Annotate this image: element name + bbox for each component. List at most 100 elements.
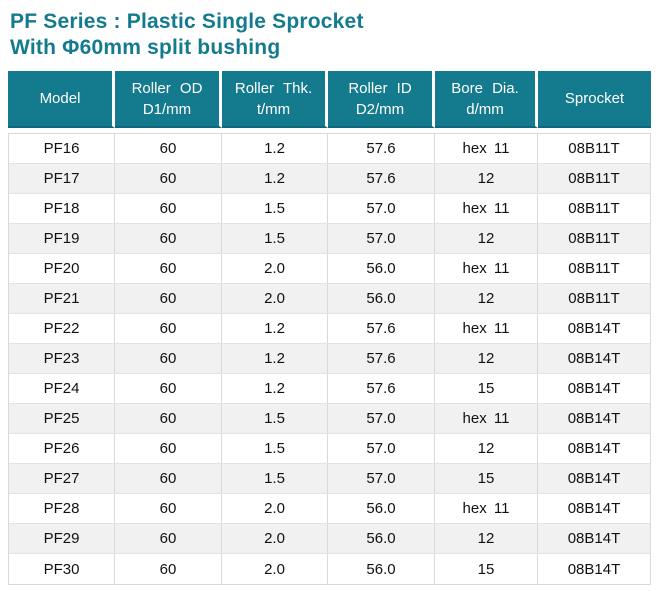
cell-bore-dia: hex 11 — [435, 134, 538, 163]
cell-roller-od: 60 — [115, 194, 222, 223]
cell-model: PF20 — [9, 254, 115, 283]
column-header-sublabel: t/mm — [256, 100, 291, 118]
column-header-label: Roller OD — [131, 79, 203, 97]
table-row: PF29 60 2.0 56.0 12 08B14T — [9, 524, 650, 554]
cell-model: PF16 — [9, 134, 115, 163]
table-row: PF28 60 2.0 56.0 hex 11 08B14T — [9, 494, 650, 524]
cell-roller-thk: 1.2 — [222, 164, 328, 193]
cell-sprocket: 08B14T — [567, 530, 621, 547]
cell-roller-od: 60 — [115, 284, 222, 313]
cell-roller-id: 57.6 — [328, 344, 435, 373]
cell-model: PF21 — [9, 284, 115, 313]
table-row: PF23 60 1.2 57.6 12 08B14T — [9, 344, 650, 374]
column-header-label: Roller ID — [348, 79, 412, 97]
cell-sprocket: 08B14T — [567, 320, 621, 337]
cell-sprocket: 08B14T — [567, 560, 621, 578]
cell-roller-id: 56.0 — [328, 524, 435, 553]
cell-roller-thk: 1.2 — [222, 344, 328, 373]
cell-model: PF22 — [9, 314, 115, 343]
cell-roller-thk: 1.2 — [222, 314, 328, 343]
cell-roller-thk: 2.0 — [222, 524, 328, 553]
cell-model: PF24 — [9, 374, 115, 403]
cell-model: PF28 — [9, 494, 115, 523]
cell-sprocket: 08B14T — [567, 470, 621, 487]
cell-roller-od: 60 — [115, 314, 222, 343]
cell-model: PF23 — [9, 344, 115, 373]
cell-sprocket: 08B11T — [568, 290, 620, 307]
cell-roller-thk: 2.0 — [222, 284, 328, 313]
cell-roller-id: 57.0 — [328, 464, 435, 493]
table-row: PF26 60 1.5 57.0 12 08B14T — [9, 434, 650, 464]
cell-roller-od: 60 — [115, 494, 222, 523]
table-row: PF24 60 1.2 57.6 15 08B14T — [9, 374, 650, 404]
table-row: PF16 60 1.2 57.6 hex 11 08B11T — [9, 134, 650, 164]
table-row: PF22 60 1.2 57.6 hex 11 08B14T — [9, 314, 650, 344]
cell-roller-od: 60 — [115, 464, 222, 493]
table-body: PF16 60 1.2 57.6 hex 11 08B11T PF17 60 1… — [8, 133, 651, 585]
table-row: PF19 60 1.5 57.0 12 08B11T — [9, 224, 650, 254]
table-row: PF30 60 2.0 56.0 15 08B14T — [9, 554, 650, 584]
cell-roller-id: 57.0 — [328, 224, 435, 253]
cell-roller-id: 56.0 — [328, 254, 435, 283]
cell-roller-od: 60 — [115, 224, 222, 253]
cell-sprocket: 08B11T — [568, 170, 620, 187]
cell-roller-id: 56.0 — [328, 494, 435, 523]
cell-bore-dia: hex 11 — [435, 254, 538, 283]
cell-bore-dia: 12 — [435, 284, 538, 313]
cell-sprocket: 08B14T — [567, 380, 621, 397]
column-header-sublabel: D1/mm — [142, 100, 192, 118]
cell-bore-dia: 12 — [435, 524, 538, 553]
cell-roller-thk: 2.0 — [222, 554, 328, 584]
cell-bore-dia: hex 11 — [435, 404, 538, 433]
cell-sprocket: 08B14T — [567, 440, 621, 457]
table-header-row: Model Roller OD D1/mm Roller Thk. t/mm R… — [8, 71, 651, 128]
cell-bore-dia: 15 — [435, 464, 538, 493]
table-row: PF27 60 1.5 57.0 15 08B14T — [9, 464, 650, 494]
cell-sprocket: 08B11T — [568, 140, 620, 157]
cell-roller-od: 60 — [115, 434, 222, 463]
cell-bore-dia: 12 — [435, 434, 538, 463]
cell-roller-id: 56.0 — [328, 554, 435, 584]
cell-roller-thk: 1.5 — [222, 464, 328, 493]
cell-roller-thk: 1.5 — [222, 194, 328, 223]
cell-sprocket: 08B14T — [567, 500, 621, 517]
cell-sprocket: 08B11T — [568, 230, 620, 247]
cell-roller-id: 57.6 — [328, 134, 435, 163]
cell-roller-thk: 1.5 — [222, 434, 328, 463]
cell-bore-dia: hex 11 — [435, 314, 538, 343]
cell-bore-dia: hex 11 — [435, 494, 538, 523]
column-header-bore-dia: Bore Dia. d/mm — [435, 71, 538, 128]
cell-roller-od: 60 — [115, 164, 222, 193]
cell-bore-dia: 12 — [435, 164, 538, 193]
cell-bore-dia: 15 — [435, 374, 538, 403]
table-row: PF21 60 2.0 56.0 12 08B11T — [9, 284, 650, 314]
cell-model: PF18 — [9, 194, 115, 223]
cell-roller-thk: 2.0 — [222, 254, 328, 283]
column-header-label: Sprocket — [564, 90, 625, 107]
cell-model: PF27 — [9, 464, 115, 493]
column-header-sublabel: d/mm — [466, 100, 504, 118]
cell-model: PF19 — [9, 224, 115, 253]
cell-sprocket: 08B14T — [567, 410, 621, 427]
cell-model: PF29 — [9, 524, 115, 553]
cell-roller-id: 57.6 — [328, 374, 435, 403]
cell-roller-od: 60 — [115, 554, 222, 584]
cell-roller-od: 60 — [115, 134, 222, 163]
cell-roller-id: 57.6 — [328, 314, 435, 343]
cell-roller-id: 56.0 — [328, 284, 435, 313]
cell-roller-od: 60 — [115, 404, 222, 433]
spec-table: Model Roller OD D1/mm Roller Thk. t/mm R… — [8, 71, 651, 585]
page-title: PF Series : Plastic Single Sprocket With … — [0, 0, 664, 61]
cell-roller-od: 60 — [115, 374, 222, 403]
cell-roller-thk: 1.2 — [222, 134, 328, 163]
cell-model: PF26 — [9, 434, 115, 463]
table-row: PF18 60 1.5 57.0 hex 11 08B11T — [9, 194, 650, 224]
page-title-line-1: PF Series : Plastic Single Sprocket — [10, 10, 364, 33]
cell-roller-id: 57.0 — [328, 404, 435, 433]
cell-roller-od: 60 — [115, 524, 222, 553]
column-header-roller-od: Roller OD D1/mm — [115, 71, 222, 128]
cell-bore-dia: 12 — [435, 224, 538, 253]
column-header-label: Model — [39, 90, 81, 107]
column-header-sublabel: D2/mm — [355, 100, 405, 118]
